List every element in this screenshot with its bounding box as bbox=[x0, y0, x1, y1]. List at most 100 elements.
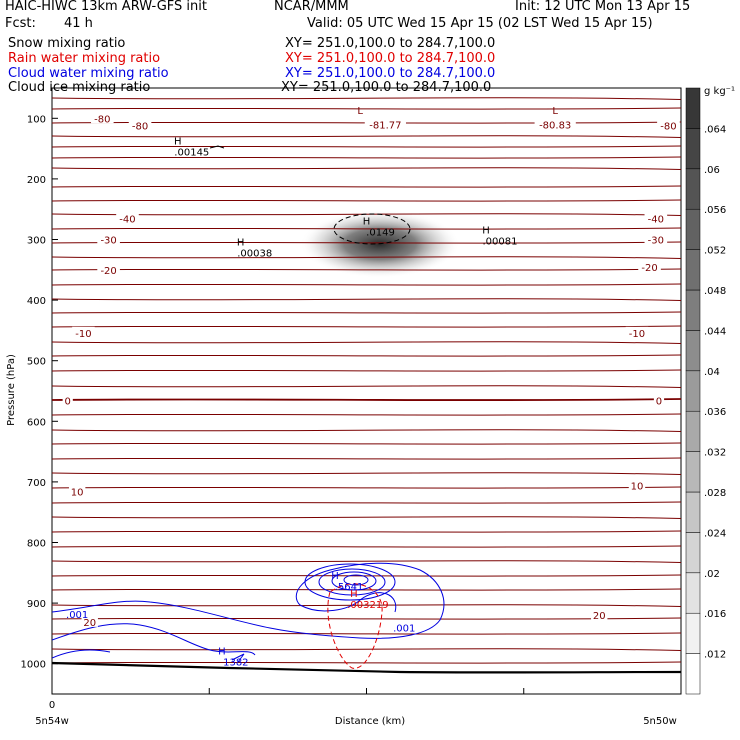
isotherm-label-bg bbox=[638, 260, 661, 272]
colorbar-segment bbox=[685, 532, 701, 574]
snow-contour-small bbox=[209, 145, 225, 149]
isotherm-label: 10 bbox=[71, 488, 84, 499]
isotherm-line bbox=[52, 241, 681, 244]
cloud-water-contour bbox=[318, 568, 386, 596]
colorbar-segment bbox=[685, 128, 701, 170]
colorbar-segment bbox=[685, 491, 701, 533]
isotherm-label: -81.77 bbox=[369, 120, 401, 131]
isotherm-label-bg bbox=[534, 118, 576, 130]
isotherm-line bbox=[52, 156, 681, 159]
isotherm-line bbox=[52, 413, 681, 416]
isotherm-label: 20 bbox=[593, 611, 606, 622]
isotherm-line bbox=[52, 97, 681, 100]
y-tick-label: 1000 bbox=[21, 660, 46, 671]
isotherm-line bbox=[52, 617, 681, 620]
isotherm-line bbox=[52, 283, 681, 286]
isotherm-line bbox=[52, 398, 681, 402]
terrain-line bbox=[52, 661, 681, 674]
isotherm-line bbox=[52, 199, 681, 202]
cloud-water-contour bbox=[331, 571, 377, 591]
y-tick-label: 100 bbox=[27, 114, 46, 125]
cloud-water-label: .001 bbox=[393, 623, 415, 634]
isotherm-label: 10 bbox=[631, 482, 644, 493]
cloud-water-contour bbox=[52, 649, 111, 659]
colorbar-segment bbox=[685, 653, 701, 695]
colorbar-tick-label: .056 bbox=[704, 205, 726, 216]
isotherm-label-bg bbox=[657, 119, 680, 131]
isotherm-line bbox=[52, 442, 681, 445]
isotherm-line bbox=[52, 530, 681, 533]
isotherm-line bbox=[52, 588, 681, 591]
isotherm-label-bg bbox=[644, 212, 668, 224]
isotherm-line bbox=[52, 574, 681, 577]
isotherm-line bbox=[52, 560, 681, 563]
isotherm-label: -30 bbox=[100, 236, 116, 247]
isotherm-label-bg bbox=[116, 212, 139, 224]
cloud-water-contour bbox=[343, 574, 369, 586]
colorbar-segment bbox=[685, 451, 701, 493]
isotherm-line bbox=[52, 107, 681, 110]
y-tick-label: 700 bbox=[27, 478, 46, 489]
x-zero-label: 0 bbox=[49, 700, 55, 711]
colorbar-tick-label: .036 bbox=[704, 407, 726, 418]
isotherm-label: -40 bbox=[119, 214, 135, 225]
extremum-value: .0149 bbox=[366, 227, 395, 238]
colorbar-tick-label: .032 bbox=[704, 448, 726, 459]
colorbar-unit: g kg⁻¹ bbox=[704, 86, 735, 97]
isotherm-line bbox=[52, 341, 681, 344]
colorbar-segment bbox=[685, 289, 701, 331]
y-tick-label: 800 bbox=[27, 539, 46, 550]
isotherm-label: 20 bbox=[83, 618, 96, 629]
isotherm-label: -80 bbox=[660, 122, 676, 133]
colorbar-tick-label: .06 bbox=[704, 165, 720, 176]
y-axis-label: Pressure (hPa) bbox=[6, 354, 17, 426]
forecast-label: Fcst: bbox=[5, 16, 36, 31]
isotherm-line bbox=[52, 516, 681, 519]
isotherm-label-bg bbox=[97, 233, 120, 245]
isotherm-line bbox=[52, 472, 681, 475]
isotherm-line bbox=[52, 486, 681, 489]
extremum-value: .00081 bbox=[483, 236, 518, 247]
extremum-marker: H bbox=[237, 238, 245, 249]
rain-water-contour bbox=[327, 583, 383, 669]
colorbar-tick-label: .048 bbox=[704, 286, 726, 297]
isotherm-line bbox=[52, 661, 681, 664]
colorbar-segment bbox=[685, 330, 701, 372]
colorbar-tick-label: .016 bbox=[704, 609, 726, 620]
cloud-water-contour bbox=[52, 623, 256, 656]
colorbar-tick-label: .044 bbox=[704, 326, 726, 337]
extremum-marker: L bbox=[552, 106, 558, 117]
isotherm-label: 0 bbox=[656, 397, 662, 408]
isotherm-label-bg bbox=[68, 485, 86, 497]
forecast-hour: 41 h bbox=[64, 16, 93, 31]
extremum-marker: H bbox=[218, 647, 226, 658]
isotherm-line bbox=[52, 604, 681, 607]
extremum-marker: H bbox=[363, 216, 371, 227]
extremum-marker: L bbox=[357, 106, 363, 117]
isotherm-line bbox=[52, 185, 681, 188]
extremum-marker: H bbox=[350, 589, 358, 600]
extremum-value: .00145 bbox=[174, 147, 209, 158]
cloud-water-label: .001 bbox=[66, 610, 88, 621]
colorbar-segment bbox=[685, 612, 701, 654]
field-name-snow: Snow mixing ratio bbox=[8, 36, 126, 51]
isotherm-label: -10 bbox=[629, 329, 645, 340]
cloud-water-contour bbox=[231, 653, 245, 663]
isotherm-line bbox=[52, 256, 681, 259]
colorbar-tick-label: .064 bbox=[704, 124, 726, 135]
isotherm-label: -40 bbox=[648, 214, 664, 225]
extremum-value: 1382 bbox=[223, 658, 248, 669]
colorbar-tick-label: .028 bbox=[704, 488, 726, 499]
extremum-marker: H bbox=[174, 136, 182, 147]
isotherm-label: 0 bbox=[65, 397, 71, 408]
init-time: Init: 12 UTC Mon 13 Apr 15 bbox=[515, 0, 691, 14]
extremum-value: .003219 bbox=[347, 600, 388, 611]
isotherm-label-bg bbox=[625, 326, 649, 338]
isotherm-label-bg bbox=[653, 394, 665, 406]
isotherm-label-bg bbox=[644, 233, 668, 245]
field-xy-rain: XY= 251.0,100.0 to 284.7,100.0 bbox=[285, 51, 496, 66]
colorbar-segment bbox=[685, 370, 701, 412]
isotherm-line bbox=[52, 545, 681, 548]
isotherm-label-bg bbox=[128, 119, 152, 131]
isotherm-line bbox=[52, 501, 681, 504]
